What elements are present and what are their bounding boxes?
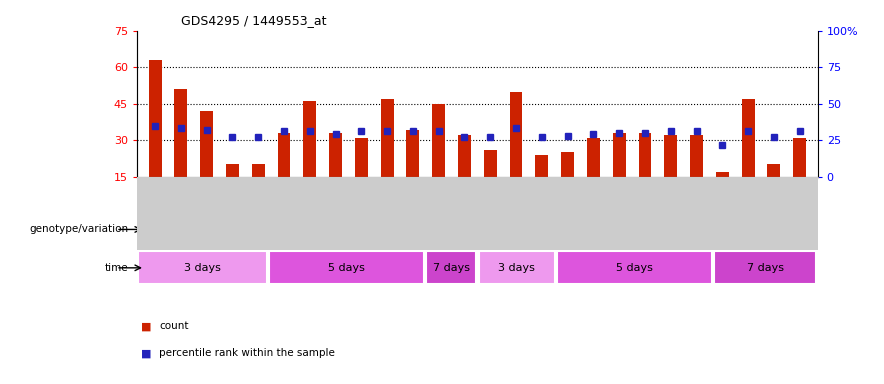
Bar (138, 252, 267, 284)
Bar (793, 138, 806, 177)
Bar (478, 252, 554, 284)
Text: 5 days: 5 days (328, 263, 365, 273)
Bar (174, 89, 187, 177)
Text: percentile rank within the sample: percentile rank within the sample (159, 348, 335, 358)
Bar (138, 213, 476, 246)
Text: 7 days: 7 days (747, 263, 784, 273)
Text: 3 days: 3 days (184, 263, 221, 273)
Bar (432, 104, 446, 177)
Text: control: control (629, 224, 667, 235)
Bar (767, 164, 781, 177)
Text: time: time (104, 263, 128, 273)
Bar (484, 150, 497, 177)
Text: count: count (159, 321, 188, 331)
Text: genotype/variation: genotype/variation (29, 224, 128, 235)
Bar (252, 164, 264, 177)
Bar (714, 252, 817, 284)
Text: Dot1l -/-: Dot1l -/- (285, 224, 330, 235)
Bar (690, 135, 703, 177)
Bar (226, 164, 239, 177)
Bar (742, 99, 755, 177)
Bar (509, 91, 522, 177)
Bar (303, 101, 316, 177)
Bar (458, 135, 471, 177)
Bar (354, 138, 368, 177)
Text: ■: ■ (141, 348, 152, 358)
Text: ■: ■ (141, 321, 152, 331)
Bar (381, 99, 393, 177)
Bar (149, 60, 162, 177)
Bar (426, 252, 476, 284)
Text: 3 days: 3 days (499, 263, 535, 273)
Bar (536, 155, 548, 177)
Bar (478, 213, 817, 246)
Bar (561, 152, 574, 177)
Bar (664, 135, 677, 177)
Bar (329, 133, 342, 177)
Bar (278, 133, 291, 177)
Text: 7 days: 7 days (432, 263, 469, 273)
Text: GDS4295 / 1449553_at: GDS4295 / 1449553_at (181, 14, 327, 27)
Bar (638, 133, 652, 177)
Bar (270, 252, 423, 284)
Bar (613, 133, 626, 177)
Bar (557, 252, 712, 284)
Bar (716, 172, 728, 177)
Bar (587, 138, 600, 177)
Bar (200, 111, 213, 177)
Text: 5 days: 5 days (616, 263, 653, 273)
Bar (407, 131, 419, 177)
